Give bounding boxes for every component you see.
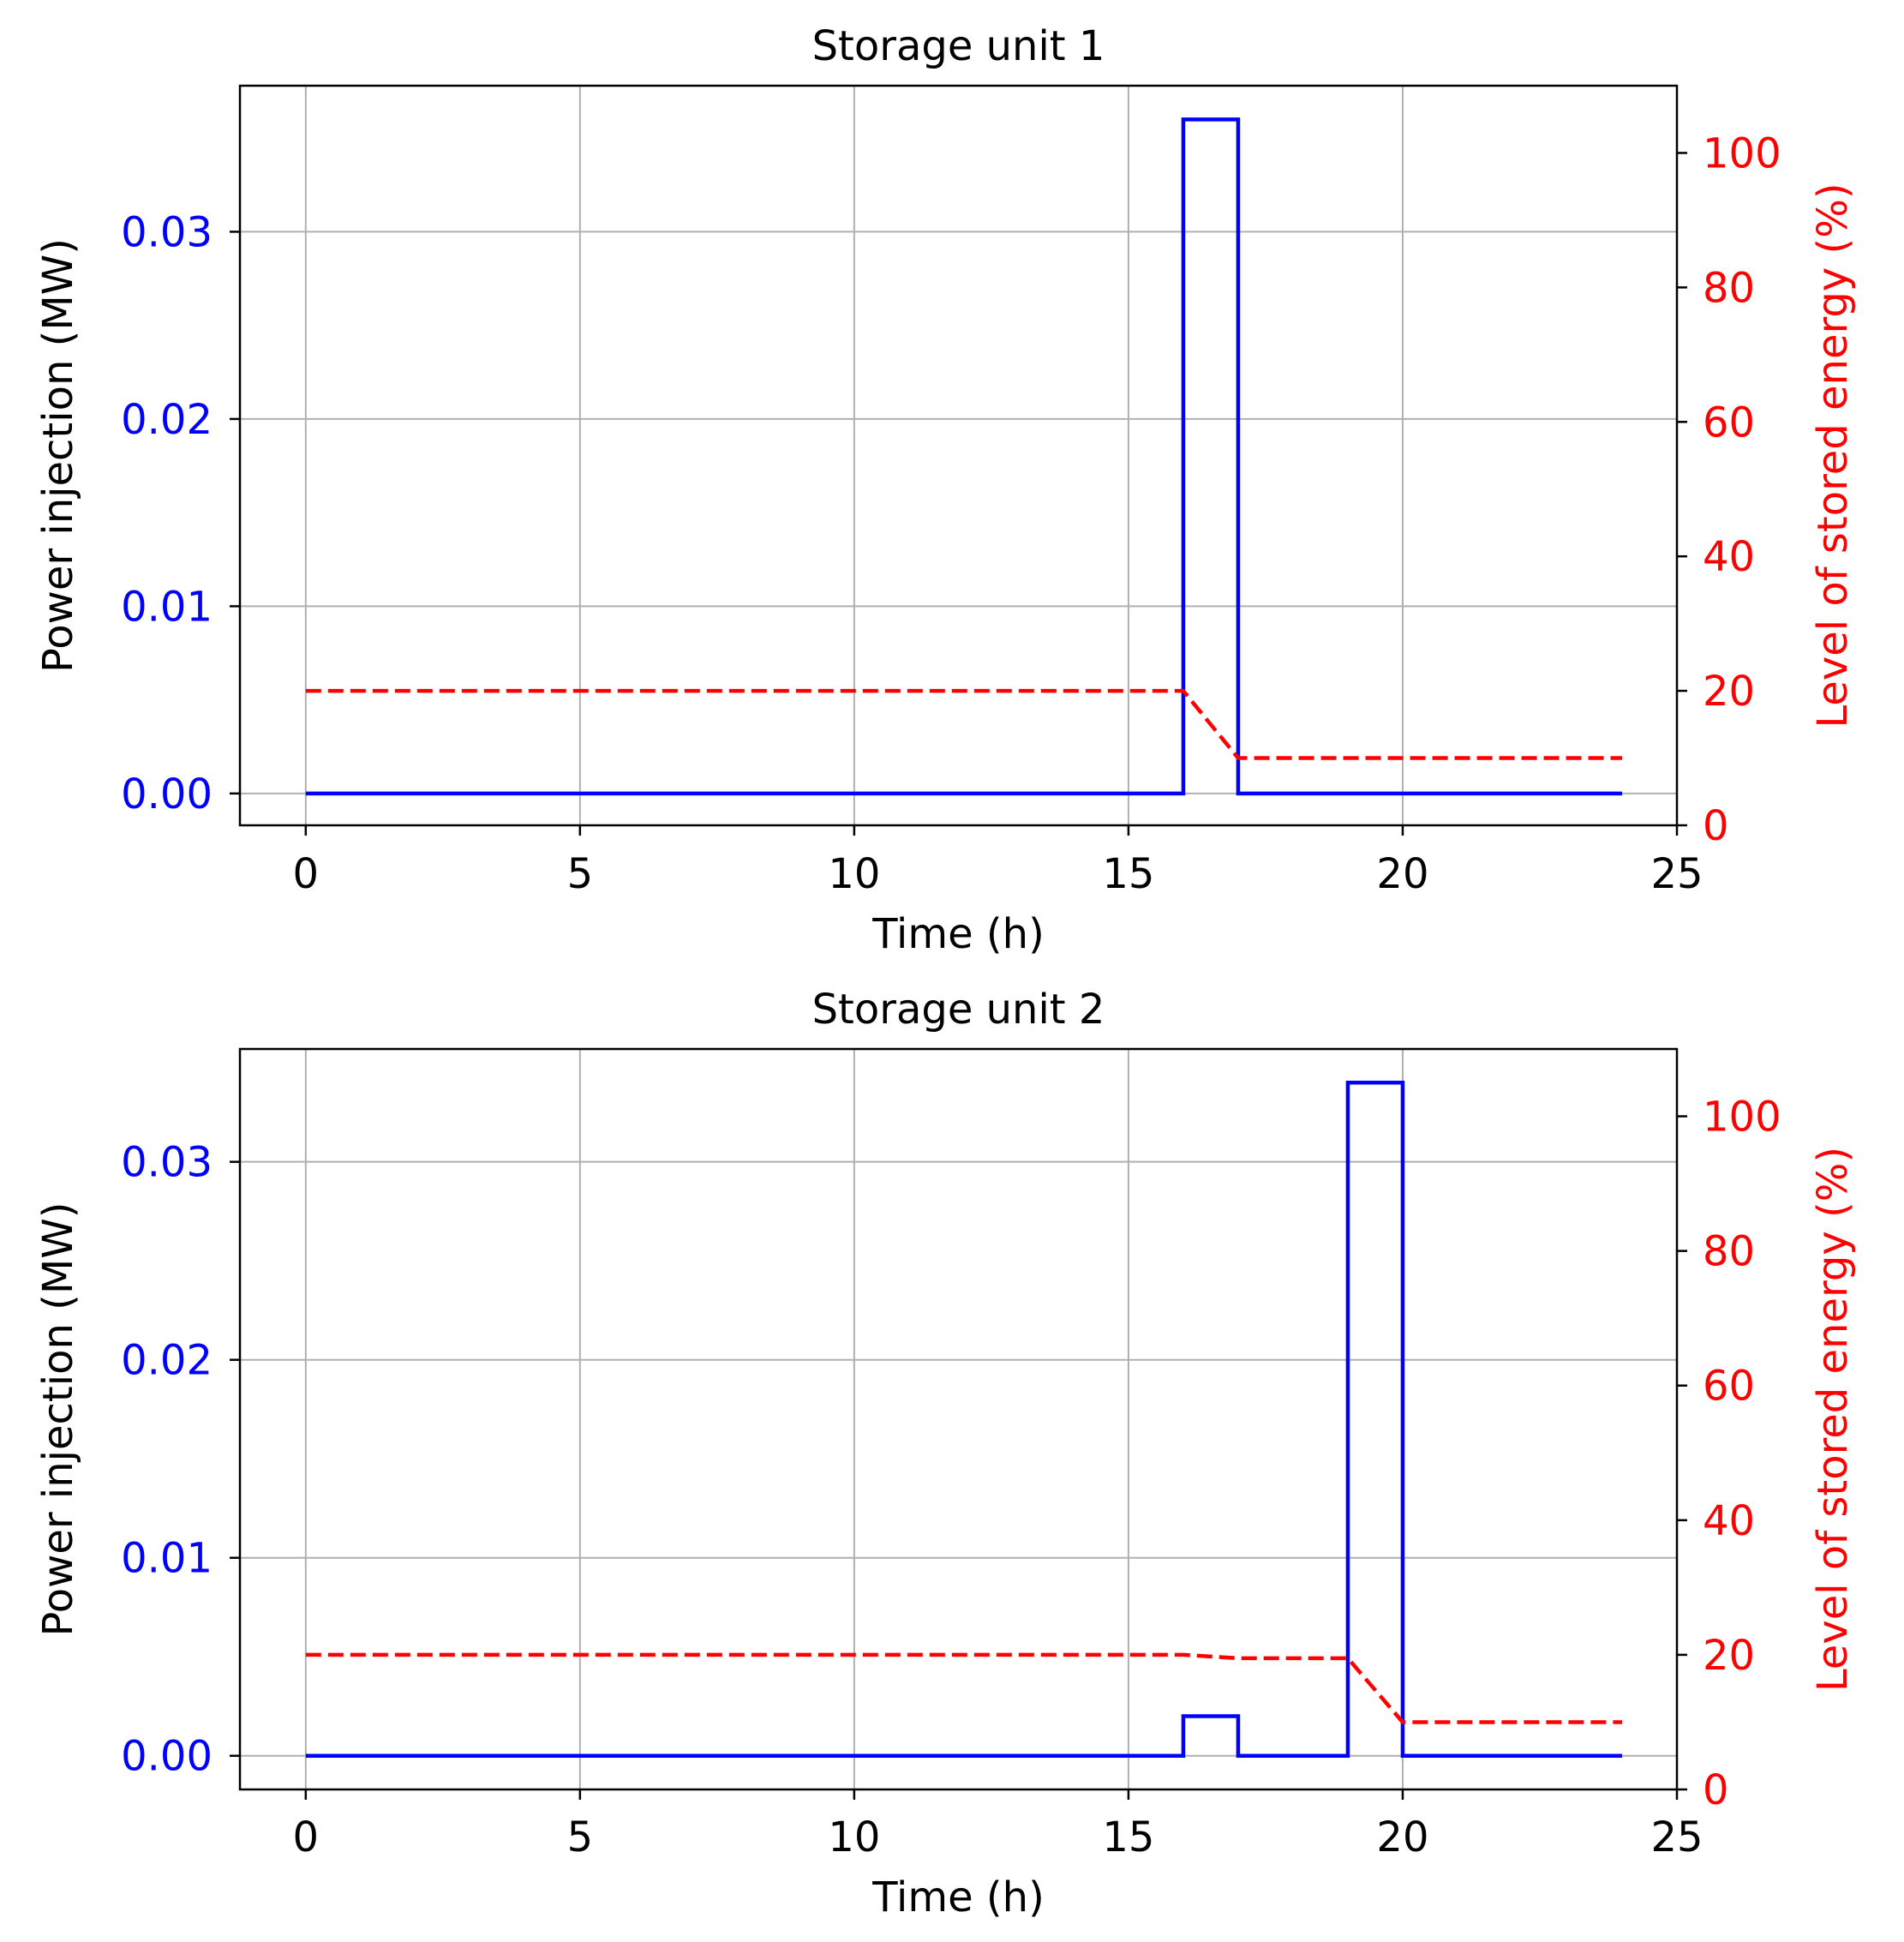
y-right-tick-label: 0 <box>1703 1766 1729 1814</box>
chart-2: 0 5 10 15 20 25 0.00 0.01 0.02 0.03 0 20 40 60 80 100 St… <box>34 986 1857 1921</box>
x-tick-label: 25 <box>1650 850 1703 898</box>
y-left-tick-label: 0.00 <box>121 770 213 818</box>
y-right-axis-label: Level of stored energy (%) <box>1809 183 1857 728</box>
y-right-tick-label: 80 <box>1703 1228 1755 1276</box>
x-tick-label: 20 <box>1376 1813 1428 1861</box>
power-injection-line <box>305 117 1622 796</box>
y-right-tick-label: 80 <box>1703 264 1755 312</box>
y-left-tick-label: 0.02 <box>121 396 213 444</box>
y-right-tick-label: 100 <box>1703 129 1781 177</box>
stored-energy-line <box>305 1652 1622 1724</box>
plot-frame <box>238 1047 1679 1791</box>
x-tick-label: 5 <box>567 1813 594 1861</box>
x-tick-label: 20 <box>1376 850 1428 898</box>
y-right-tick-label: 20 <box>1703 1632 1755 1680</box>
y-right-tick-label: 100 <box>1703 1094 1781 1142</box>
y-right-tick-label: 20 <box>1703 668 1755 716</box>
x-tick-label: 10 <box>828 850 880 898</box>
stored-energy-line <box>305 688 1622 760</box>
x-tick-label: 0 <box>293 850 320 898</box>
x-axis-label: Time (h) <box>871 910 1045 958</box>
y-left-tick-label: 0.03 <box>121 208 213 256</box>
y-right-axis-label: Level of stored energy (%) <box>1809 1147 1857 1692</box>
x-tick-label: 10 <box>828 1813 880 1861</box>
chart-title: Storage unit 1 <box>812 22 1105 70</box>
y-left-tick-label: 0.00 <box>121 1733 213 1781</box>
chart-1: 0 5 10 15 20 25 0.00 0.01 0.02 0.03 0 20 40 60 80 100 St… <box>34 22 1857 958</box>
y-left-tick-label: 0.03 <box>121 1139 213 1187</box>
x-tick-label: 0 <box>293 1813 320 1861</box>
y-left-axis-label: Power injection (MW) <box>34 1202 82 1637</box>
y-right-tick-label: 40 <box>1703 533 1755 581</box>
x-tick-label: 25 <box>1650 1813 1703 1861</box>
y-right-tick-label: 60 <box>1703 399 1755 447</box>
y-left-tick-label: 0.02 <box>121 1337 213 1385</box>
x-axis-label: Time (h) <box>871 1873 1045 1921</box>
x-tick-label: 15 <box>1102 850 1154 898</box>
y-right-tick-label: 60 <box>1703 1363 1755 1411</box>
y-left-axis-label: Power injection (MW) <box>34 238 82 673</box>
plot-frame <box>238 84 1679 827</box>
y-right-tick-label: 40 <box>1703 1497 1755 1545</box>
y-left-tick-label: 0.01 <box>121 583 213 631</box>
x-tick-label: 15 <box>1102 1813 1154 1861</box>
y-right-tick-label: 0 <box>1703 802 1729 850</box>
x-tick-label: 5 <box>567 850 594 898</box>
y-left-tick-label: 0.01 <box>121 1535 213 1583</box>
power-injection-line <box>305 1081 1622 1758</box>
chart-title: Storage unit 2 <box>812 986 1105 1034</box>
